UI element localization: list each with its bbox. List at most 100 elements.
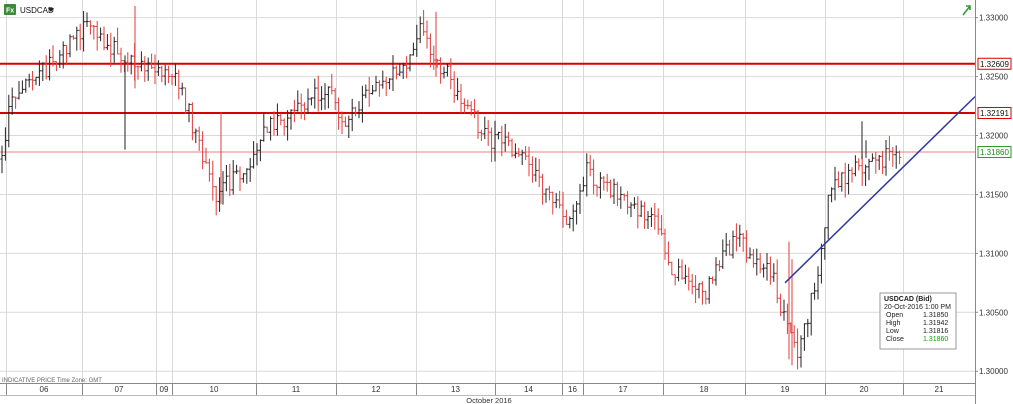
ohlc-bar-up	[252, 141, 256, 169]
ohlc-bar-up	[364, 84, 368, 99]
ohlc-bar-up	[156, 60, 160, 76]
y-tick-label: 1.31000	[979, 249, 1008, 258]
x-tick-label: 13	[451, 385, 460, 394]
info-box-title: USDCAD (Bid)	[884, 296, 932, 303]
ohlc-bar-down	[680, 259, 684, 280]
fx-badge-label: Fx	[6, 8, 14, 15]
symbol-title[interactable]: USDCAD	[20, 6, 54, 15]
ohlc-bar-up	[853, 155, 857, 177]
ohlc-bar-up	[388, 78, 392, 90]
ohlc-bar-down	[116, 27, 120, 55]
ohlc-bar-down	[510, 138, 514, 158]
ohlc-bar-down	[609, 179, 613, 199]
x-tick-label: 10	[210, 385, 219, 394]
ohlc-bar-down	[561, 191, 565, 228]
ohlc-bar-down	[741, 232, 745, 252]
ohlc-bar-down	[160, 65, 164, 83]
ohlc-bar-down	[333, 88, 337, 111]
ohlc-bar-down	[602, 176, 606, 191]
ohlc-bar-down	[459, 83, 463, 114]
ohlc-bar-up	[20, 80, 24, 94]
info-low-label: Low	[886, 328, 900, 335]
ohlc-bar-up	[772, 263, 776, 282]
ohlc-bar-down	[425, 20, 429, 49]
ohlc-bar-up	[442, 66, 446, 79]
ohlc-bar-down	[751, 249, 755, 268]
ohlc-bar-up	[833, 166, 837, 201]
price-tag-box	[977, 146, 1012, 159]
ohlc-bar-up	[894, 145, 898, 169]
ohlc-bar-down	[595, 184, 599, 197]
chevron-down-icon[interactable]	[48, 8, 54, 12]
ohlc-bar-up	[82, 10, 86, 52]
ohlc-bar-down	[694, 275, 698, 304]
ohlc-bar-down	[422, 9, 426, 36]
x-tick-label: 11	[292, 385, 301, 394]
ohlc-bar-down	[449, 58, 453, 90]
ohlc-bar-up	[286, 110, 290, 141]
ohlc-bar-down	[836, 171, 840, 188]
ohlc-bar-down	[330, 73, 334, 95]
ohlc-bar-up	[48, 49, 52, 81]
info-box-datetime: 20-Oct-2016 1:00 PM	[884, 304, 951, 311]
ohlc-bar-up	[3, 127, 7, 161]
ohlc-bar-up	[799, 335, 803, 368]
ohlc-bar-up	[877, 154, 881, 170]
ohlc-bar-down	[605, 173, 609, 192]
ohlc-bar-up	[173, 63, 177, 86]
x-tick-labels: 06 07 09 10 11 12 13 14 16 17 18 19 20 21	[6, 383, 976, 395]
ohlc-bar-down	[466, 99, 470, 110]
ohlc-bar-down	[527, 146, 531, 177]
ohlc-bar-up	[826, 194, 830, 240]
ohlc-bar-up	[398, 62, 402, 76]
ohlc-bar-down	[126, 52, 130, 72]
ohlc-bar-up	[884, 139, 888, 176]
ohlc-bar-down	[558, 190, 562, 209]
ohlc-bar-down	[340, 111, 344, 135]
x-tick-label: 17	[619, 385, 628, 394]
ohlc-bar-up	[374, 75, 378, 92]
ohlc-bar-down	[214, 185, 218, 216]
uptrend-line[interactable]	[784, 96, 975, 284]
ohlc-bar-up	[255, 143, 259, 166]
ohlc-bar-up	[296, 90, 300, 112]
ohlc-bar-up	[568, 216, 572, 229]
trend-arrow-icon[interactable]	[962, 5, 971, 16]
ohlc-bar-up	[7, 94, 11, 148]
ohlc-bar-down	[843, 162, 847, 198]
ohlc-bar-down	[779, 293, 783, 317]
ohlc-bar-down	[292, 99, 296, 122]
ohlc-bar-down	[476, 110, 480, 139]
ohlc-info-box: USDCAD (Bid) 20-Oct-2016 1:00 PM Open 1.…	[879, 292, 957, 350]
ohlc-bar-up	[445, 63, 449, 77]
ohlc-bar-down	[65, 44, 69, 66]
info-open-value: 1.31850	[923, 312, 948, 319]
ohlc-bar-up	[738, 224, 742, 247]
ohlc-bar-up	[381, 70, 385, 89]
ohlc-bar-up	[269, 116, 273, 141]
reference-lines	[0, 62, 975, 153]
ohlc-bar-down	[201, 131, 205, 170]
ohlc-bar-up	[411, 42, 415, 56]
ohlc-bar-up	[408, 54, 412, 72]
ohlc-bar-up	[639, 200, 643, 218]
ohlc-bar-down	[228, 163, 232, 196]
ohlc-bar-up	[503, 123, 507, 152]
ohlc-bar-up	[816, 266, 820, 300]
ohlc-bar-up	[371, 84, 375, 95]
ohlc-bar-down	[303, 102, 307, 121]
ohlc-bar-down	[728, 239, 732, 256]
ohlc-bar-down	[394, 65, 398, 80]
ohlc-bar-up	[571, 204, 575, 232]
ohlc-bar-down	[588, 154, 592, 177]
ohlc-bar-up	[782, 299, 786, 321]
ohlc-bar-down	[745, 230, 749, 263]
price-tag-label: 1.32609	[980, 60, 1009, 69]
ohlc-bar-up	[139, 51, 143, 72]
ohlc-bar-down	[136, 65, 140, 80]
ohlc-bar-down	[190, 102, 194, 141]
ohlc-bar-up	[262, 113, 266, 142]
ohlc-bar-up	[163, 64, 167, 86]
ohlc-bar-up	[231, 160, 235, 195]
